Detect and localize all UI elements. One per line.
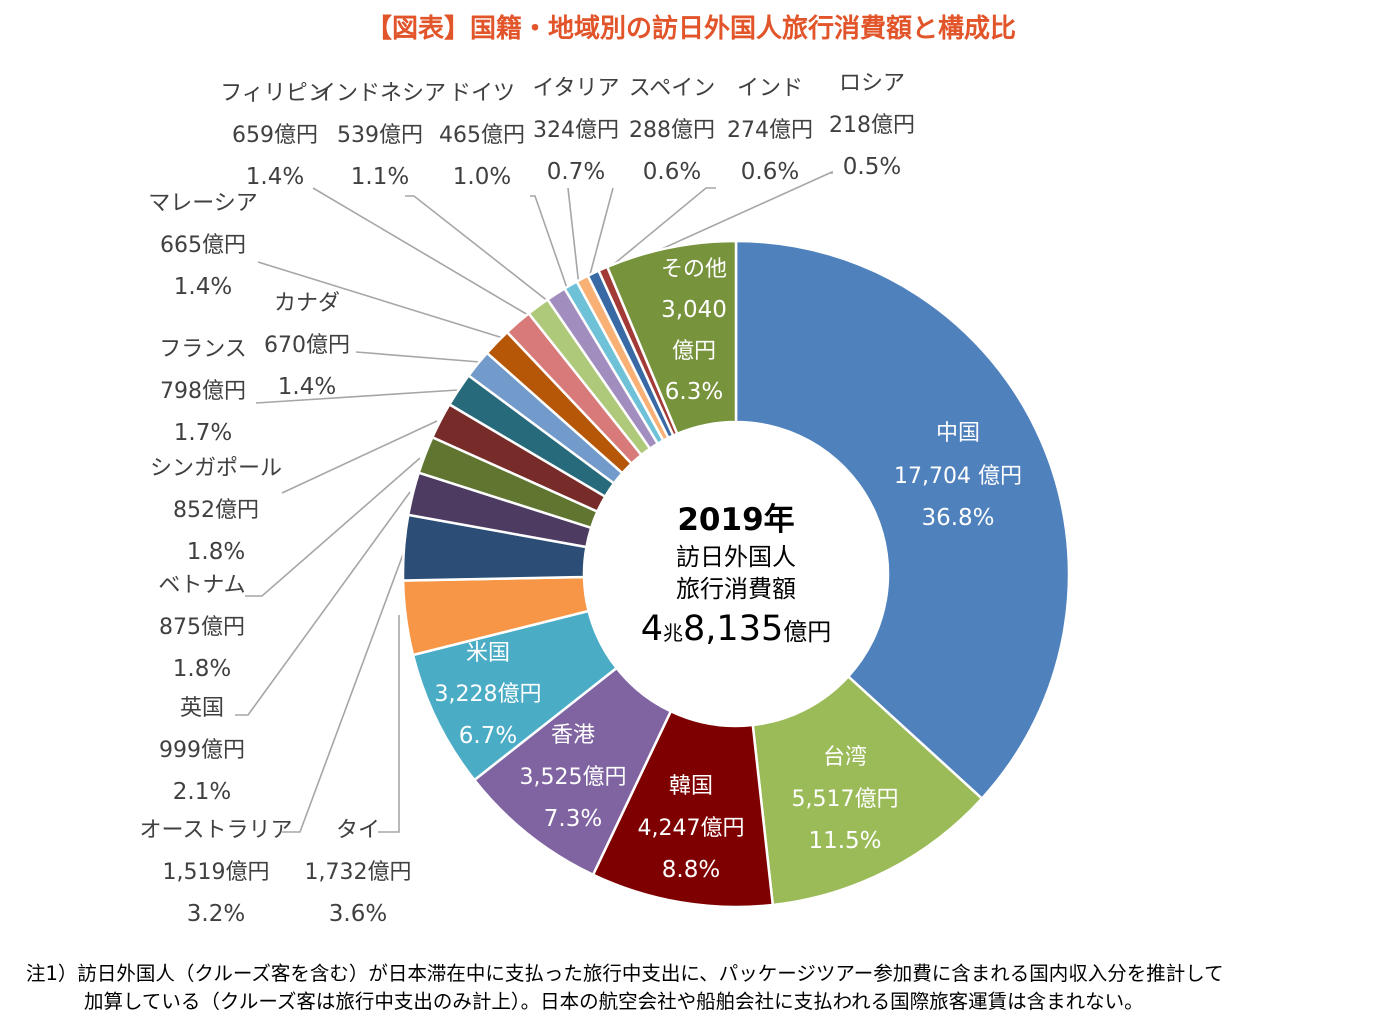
- slice-9-leader-line: [281, 420, 438, 494]
- slice-20-value-unit: 億円: [672, 339, 716, 364]
- slice-13-leader-line: [312, 187, 529, 316]
- slice-1-pct: 11.5%: [808, 828, 881, 854]
- slice-4-value: 3,228億円: [435, 682, 542, 707]
- slice-2-name: 韓国: [669, 774, 713, 799]
- slice-6-pct: 3.2%: [187, 901, 245, 927]
- slice-8-value: 875億円: [159, 615, 245, 640]
- slice-18-leader-line: [596, 187, 716, 279]
- slice-12-leader-line: [257, 261, 504, 339]
- slice-10-name: フランス: [159, 337, 247, 362]
- slice-10-pct: 1.7%: [174, 420, 232, 446]
- slice-7-pct: 2.1%: [173, 779, 231, 805]
- chart-title: 【図表】国籍・地域別の訪日外国人旅行消費額と構成比: [365, 14, 1016, 44]
- slice-4-name: 米国: [466, 641, 510, 666]
- slice-5-leader-line: [378, 615, 400, 833]
- slice-15-name: ドイツ: [449, 81, 515, 106]
- leader-lines: [235, 170, 833, 833]
- slice-12-value: 665億円: [160, 233, 246, 258]
- slice-11-pct: 1.4%: [278, 374, 336, 400]
- center-total-unit2: 億円: [783, 618, 831, 646]
- center-line2: 旅行消費額: [676, 575, 796, 603]
- slice-0-name: 中国: [936, 421, 980, 446]
- slice-0-value: 17,704 億円: [894, 464, 1022, 489]
- donut-slices: [401, 239, 1071, 909]
- slice-0-wedge: [734, 239, 1071, 801]
- center-year: 2019年: [677, 502, 794, 538]
- slice-3-name: 香港: [551, 723, 595, 748]
- slice-0-pct: 36.8%: [921, 505, 994, 531]
- footnote-line2: 加算している（クルーズ客は旅行中支出のみ計上）。日本の航空会社や船舶会社に支払わ…: [84, 990, 1144, 1013]
- slice-17-pct: 0.6%: [643, 159, 701, 185]
- slice-19-name: ロシア: [839, 71, 905, 96]
- slice-19-leader-line: [603, 170, 833, 276]
- slice-11-value: 670億円: [264, 333, 350, 358]
- slice-12-pct: 1.4%: [174, 274, 232, 300]
- slice-17-value: 288億円: [629, 118, 715, 143]
- slice-8-pct: 1.8%: [173, 656, 231, 682]
- slice-9-value: 852億円: [173, 498, 259, 523]
- footnote-line1: 注1）訪日外国人（クルーズ客を含む）が日本滞在中に支払った旅行中支出に、パッケー…: [26, 962, 1224, 985]
- slice-16-leader-line: [567, 187, 580, 287]
- center-total-unit1: 兆: [663, 621, 683, 645]
- slice-1-name: 台湾: [823, 745, 867, 770]
- slice-5-pct: 3.6%: [329, 901, 387, 927]
- slice-20-pct: 6.3%: [665, 379, 723, 405]
- slice-13-pct: 1.4%: [246, 164, 304, 190]
- slice-11-name: カナダ: [274, 291, 340, 316]
- slice-15-leader-line: [530, 195, 569, 292]
- slice-10-leader-line: [255, 389, 459, 404]
- center-total-prefix: 4: [641, 609, 663, 649]
- slice-6-leader-line: [282, 548, 406, 833]
- slice-2-pct: 8.8%: [662, 857, 720, 883]
- slice-14-leader-line: [405, 195, 550, 303]
- slice-16-pct: 0.7%: [547, 159, 605, 185]
- slice-15-value: 465億円: [439, 123, 525, 148]
- center-line1: 訪日外国人: [676, 543, 796, 571]
- slice-5-value: 1,732億円: [305, 860, 412, 885]
- slice-5-name: タイ: [336, 818, 380, 843]
- slice-16-value: 324億円: [533, 118, 619, 143]
- slice-20-wedge: [605, 239, 738, 436]
- slice-4-pct: 6.7%: [459, 723, 517, 749]
- slice-18-value: 274億円: [727, 118, 813, 143]
- slice-6-value: 1,519億円: [163, 860, 270, 885]
- slice-8-name: ベトナム: [158, 573, 245, 598]
- slice-18-pct: 0.6%: [741, 159, 799, 185]
- slice-6-name: オーストラリア: [140, 818, 293, 843]
- slice-11-leader-line: [355, 351, 481, 363]
- slice-1-value: 5,517億円: [792, 787, 899, 812]
- slice-14-pct: 1.1%: [351, 164, 409, 190]
- slice-3-pct: 7.3%: [544, 806, 602, 832]
- slice-17-leader-line: [587, 187, 614, 283]
- slice-1-wedge: [751, 674, 984, 907]
- slice-12-name: マレーシア: [148, 191, 258, 216]
- slice-14-name: インドネシア: [314, 81, 446, 106]
- center-label: 2019年 訪日外国人 旅行消費額 4兆8,135億円: [641, 502, 831, 649]
- slice-2-value: 4,247億円: [638, 816, 745, 841]
- slice-13-value: 659億円: [232, 123, 318, 148]
- footnote: 注1）訪日外国人（クルーズ客を含む）が日本滞在中に支払った旅行中支出に、パッケー…: [26, 960, 1371, 1016]
- slice-13-name: フィリピン: [220, 81, 330, 106]
- slice-17-name: スペイン: [629, 76, 715, 101]
- center-total: 4兆8,135億円: [641, 609, 831, 649]
- slice-19-pct: 0.5%: [843, 154, 901, 180]
- slice-14-value: 539億円: [337, 123, 423, 148]
- slice-8-leader-line: [245, 457, 421, 597]
- slice-19-value: 218億円: [829, 113, 915, 138]
- slice-10-value: 798億円: [160, 379, 246, 404]
- slice-15-pct: 1.0%: [453, 164, 511, 190]
- slice-9-pct: 1.8%: [187, 539, 245, 565]
- slice-labels: 中国 17,704 億円 36.8% 台湾 5,517億円 11.5% 韓国 4,247億円 8…: [140, 71, 1022, 927]
- slice-9-name: シンガポール: [150, 456, 282, 481]
- slice-7-name: 英国: [180, 696, 224, 721]
- slice-20-name: その他: [661, 257, 727, 282]
- slice-20-value: 3,040: [661, 297, 727, 323]
- slice-16-name: イタリア: [532, 76, 619, 101]
- slice-7-leader-line: [235, 491, 411, 716]
- slice-18-name: インド: [737, 76, 803, 101]
- slice-3-value: 3,525億円: [520, 765, 627, 790]
- slice-7-value: 999億円: [159, 738, 245, 763]
- center-total-mid: 8,135: [683, 609, 783, 649]
